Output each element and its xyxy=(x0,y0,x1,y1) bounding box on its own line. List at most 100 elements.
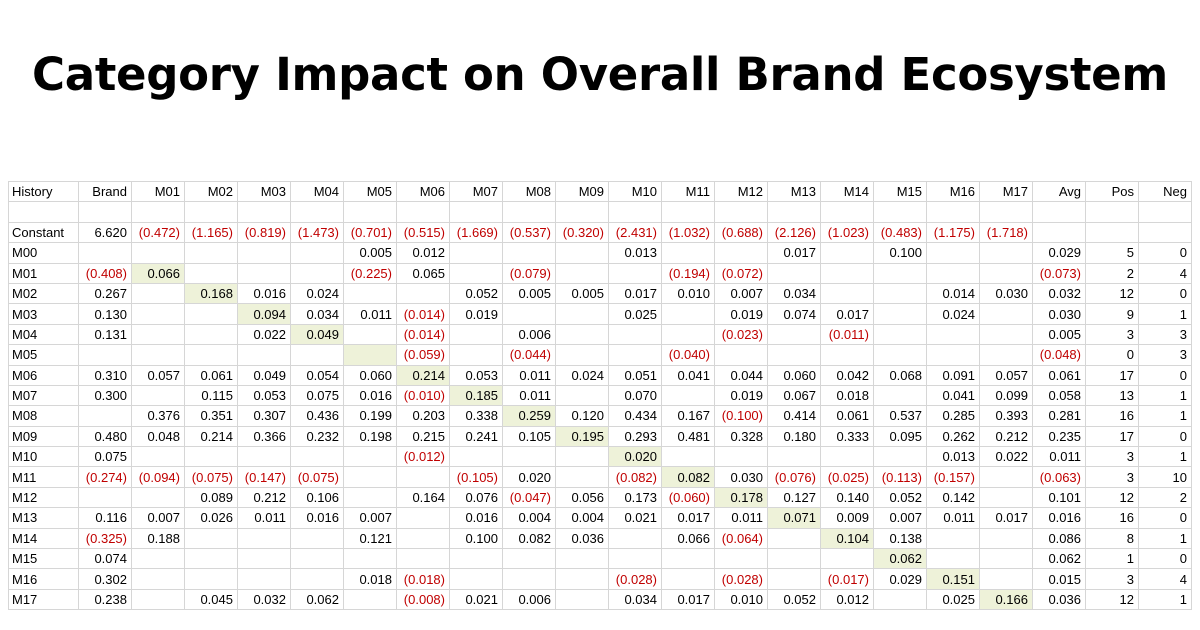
table-cell: 0.013 xyxy=(926,446,980,468)
empty-cell xyxy=(78,201,132,223)
table-cell xyxy=(290,242,344,264)
table-cell: (0.028) xyxy=(714,568,768,590)
impact-table: History Brand M01 M02 M03 M04 M05 M06 M07 M08 M09 M… xyxy=(8,180,1192,611)
table-cell: 0.017 xyxy=(608,282,662,305)
table-cell: 0.434 xyxy=(608,405,662,427)
table-cell xyxy=(184,568,238,590)
table-cell: 0.005 xyxy=(343,242,397,264)
table-cell: 0.042 xyxy=(820,364,874,386)
table-row: M14 (0.325) 0.188 0.121 0.100 0.082 0.036 0.066… xyxy=(8,527,1192,550)
table-cell xyxy=(714,548,768,570)
table-cell: (0.075) xyxy=(184,466,238,488)
table-cell: 3 xyxy=(1085,466,1139,488)
table-cell: 0.017 xyxy=(767,242,821,264)
header-row: History Brand M01 M02 M03 M04 M05 M06 M07 M08 M09 M… xyxy=(8,180,1192,203)
column-header: M16 xyxy=(926,180,980,203)
table-cell: 0 xyxy=(1138,507,1192,529)
table-cell xyxy=(1085,221,1139,244)
table-cell: (1.023) xyxy=(820,221,874,244)
column-header: Neg xyxy=(1138,180,1192,203)
table-cell: 0.168 xyxy=(184,282,238,305)
table-cell: 0.180 xyxy=(767,425,821,448)
table-cell: 0.120 xyxy=(555,405,609,427)
table-cell xyxy=(131,548,185,570)
table-cell: 3 xyxy=(1085,568,1139,590)
table-cell xyxy=(926,344,980,366)
table-cell: 0.016 xyxy=(343,384,397,407)
table-cell xyxy=(555,323,609,346)
table-cell xyxy=(767,323,821,346)
table-cell: 0.011 xyxy=(926,507,980,529)
table-cell: (0.320) xyxy=(555,221,609,244)
table-cell: 0.116 xyxy=(78,507,132,529)
table-cell xyxy=(926,527,980,550)
table-cell: 0.067 xyxy=(767,384,821,407)
table-cell: 0.057 xyxy=(131,364,185,386)
table-cell: 0.142 xyxy=(926,486,980,509)
table-cell xyxy=(555,548,609,570)
table-cell: 0.328 xyxy=(714,425,768,448)
table-cell: 0.030 xyxy=(1032,303,1086,325)
column-header: M15 xyxy=(873,180,927,203)
table-cell xyxy=(555,384,609,407)
table-cell xyxy=(555,344,609,366)
table-cell xyxy=(237,568,291,590)
table-cell xyxy=(555,568,609,590)
table-cell: 0.032 xyxy=(1032,282,1086,305)
table-cell xyxy=(396,507,450,529)
table-cell: 0.071 xyxy=(767,507,821,529)
table-cell xyxy=(767,568,821,590)
column-header: M17 xyxy=(979,180,1033,203)
table-cell xyxy=(449,242,503,264)
table-cell: (0.274) xyxy=(78,466,132,488)
table-cell xyxy=(979,568,1033,590)
table-cell: (0.060) xyxy=(661,486,715,509)
table-cell: 0.020 xyxy=(502,466,556,488)
table-cell: (0.076) xyxy=(767,466,821,488)
table-cell: 12 xyxy=(1085,486,1139,509)
row-label: M02 xyxy=(8,282,79,305)
table-cell: (0.008) xyxy=(396,588,450,611)
empty-cell xyxy=(502,201,556,223)
table-row: M02 0.267 0.168 0.016 0.024 0.052 0.005 0.005 0.… xyxy=(8,282,1192,305)
table-cell: (0.147) xyxy=(237,466,291,488)
table-cell: 0.235 xyxy=(1032,425,1086,448)
table-cell: 0.241 xyxy=(449,425,503,448)
table-cell xyxy=(131,486,185,509)
empty-cell xyxy=(926,201,980,223)
table-cell xyxy=(555,242,609,264)
table-cell: 0.151 xyxy=(926,568,980,590)
table-cell: 0.005 xyxy=(502,282,556,305)
table-cell: 0.011 xyxy=(343,303,397,325)
table-row: M15 0.074 0.062 0.062 1 0 xyxy=(8,548,1192,570)
table-cell: 0.026 xyxy=(184,507,238,529)
table-cell: (0.075) xyxy=(290,466,344,488)
row-label: M07 xyxy=(8,384,79,407)
table-cell xyxy=(767,527,821,550)
table-cell: 0.238 xyxy=(78,588,132,611)
table-row: M09 0.480 0.048 0.214 0.366 0.232 0.198 0.215 0.… xyxy=(8,425,1192,448)
table-cell: (0.012) xyxy=(396,446,450,468)
table-cell: 0.074 xyxy=(767,303,821,325)
table-cell: 0.036 xyxy=(1032,588,1086,611)
table-cell: 0.104 xyxy=(820,527,874,550)
table-cell xyxy=(555,588,609,611)
table-cell: 0.018 xyxy=(343,568,397,590)
table-cell: 0.017 xyxy=(661,588,715,611)
table-cell: 0.010 xyxy=(661,282,715,305)
table-cell: 0.049 xyxy=(290,323,344,346)
table-cell: 12 xyxy=(1085,282,1139,305)
row-label: M11 xyxy=(8,466,79,488)
table-cell xyxy=(873,384,927,407)
table-cell: (0.100) xyxy=(714,405,768,427)
table-cell xyxy=(661,303,715,325)
table-row: M12 0.089 0.212 0.106 0.164 0.076 (0.047) 0.056… xyxy=(8,486,1192,509)
table-cell: 0.393 xyxy=(979,405,1033,427)
column-header: M01 xyxy=(131,180,185,203)
table-cell xyxy=(820,262,874,284)
table-cell: 3 xyxy=(1085,323,1139,346)
table-cell: (0.063) xyxy=(1032,466,1086,488)
table-cell: 0.082 xyxy=(661,466,715,488)
empty-cell xyxy=(449,201,503,223)
table-cell xyxy=(608,323,662,346)
